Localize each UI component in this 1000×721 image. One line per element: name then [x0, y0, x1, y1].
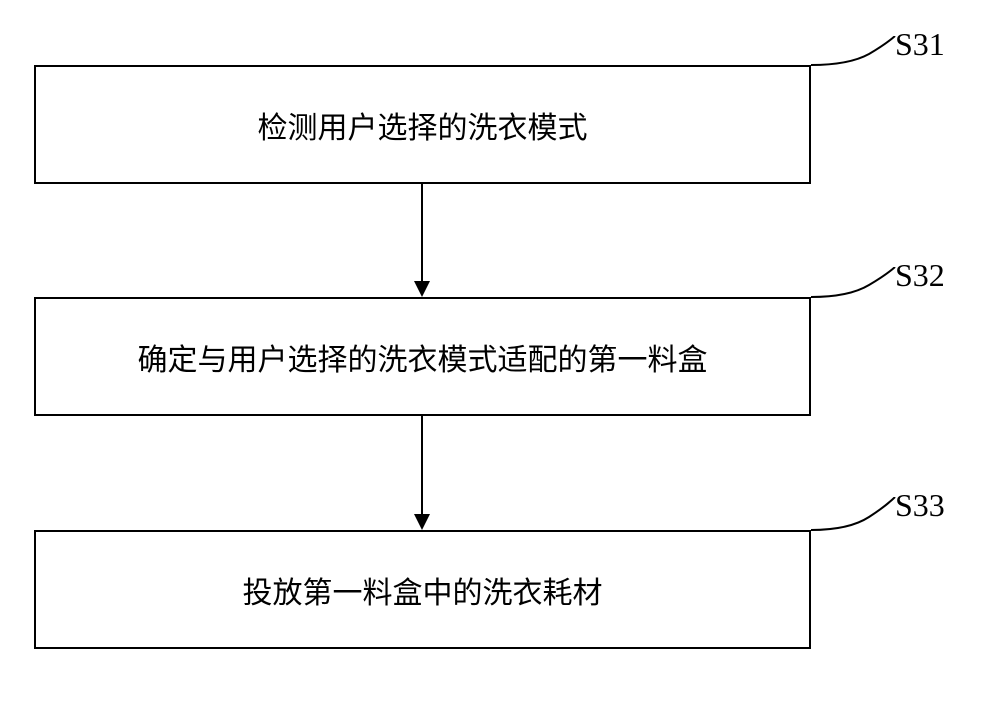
connector-curve-2: [811, 267, 901, 307]
step-label-s33: S33: [895, 487, 945, 524]
flow-step-3-text: 投放第一料盒中的洗衣耗材: [243, 568, 603, 612]
flow-step-2-text: 确定与用户选择的洗衣模式适配的第一料盒: [138, 335, 708, 379]
flow-step-2: 确定与用户选择的洗衣模式适配的第一料盒: [34, 297, 811, 416]
step-label-s32: S32: [895, 257, 945, 294]
flowchart-container: 检测用户选择的洗衣模式 S31 确定与用户选择的洗衣模式适配的第一料盒 S32 …: [0, 0, 1000, 721]
flow-step-1-text: 检测用户选择的洗衣模式: [258, 103, 588, 147]
flow-step-3: 投放第一料盒中的洗衣耗材: [34, 530, 811, 649]
arrow-2-line: [421, 416, 423, 514]
flow-step-1: 检测用户选择的洗衣模式: [34, 65, 811, 184]
step-label-s31: S31: [895, 26, 945, 63]
arrow-1-head: [414, 281, 430, 297]
connector-curve-3: [811, 497, 901, 537]
arrow-2-head: [414, 514, 430, 530]
arrow-1-line: [421, 184, 423, 281]
connector-curve-1: [811, 36, 901, 76]
